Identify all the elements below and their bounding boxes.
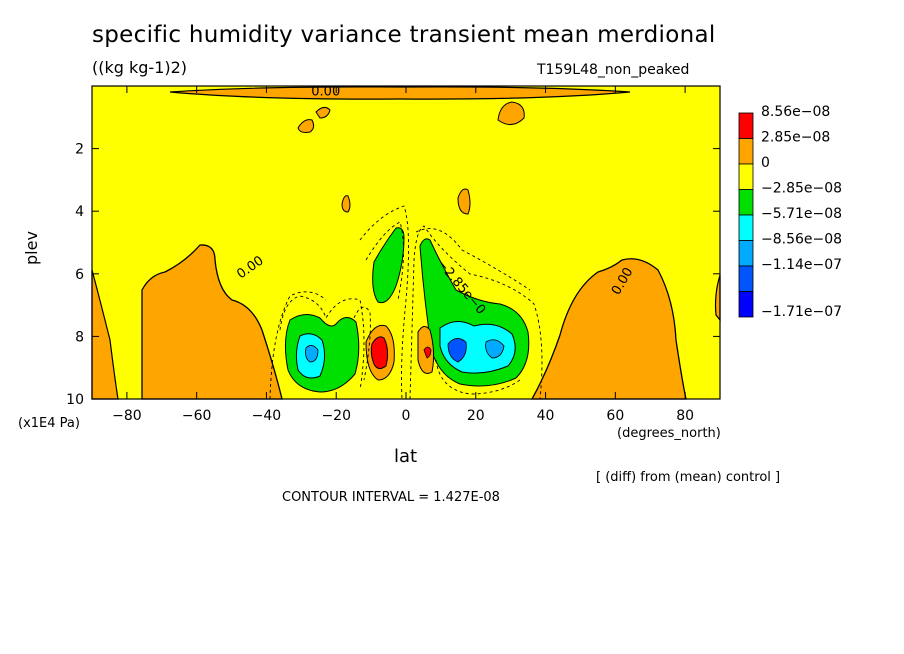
x-tick-label: −40 xyxy=(252,408,282,424)
fill-left-positive xyxy=(141,244,283,400)
x-tick-label: 40 xyxy=(537,408,555,424)
x-axis-ticks: −80 −60 −40 −20 0 20 40 60 80 xyxy=(112,86,694,424)
legend-label: −1.71e−07 xyxy=(761,304,842,320)
legend: 8.56e−08 2.85e−08 0 −2.85e−08 −5.71e−08 −8.56… xyxy=(738,104,842,320)
legend-swatch xyxy=(738,265,754,292)
fill-green-center-left xyxy=(372,227,405,304)
dash-contour-2 xyxy=(269,291,327,400)
legend-label: 2.85e−08 xyxy=(761,130,830,146)
x-tick-label: −80 xyxy=(112,408,142,424)
x-tick-label: 20 xyxy=(467,408,485,424)
y-tick-label: 6 xyxy=(75,267,84,283)
fill-right-edge xyxy=(714,274,721,322)
legend-label: 8.56e−08 xyxy=(761,104,830,120)
legend-swatch xyxy=(738,112,754,139)
x-tick-label: −60 xyxy=(182,408,212,424)
fill-left-edge xyxy=(91,269,119,400)
dash-contour-8 xyxy=(435,359,521,395)
fill-blue-right xyxy=(447,338,467,363)
legend-label: 0 xyxy=(761,155,770,171)
x-tick-label: 60 xyxy=(606,408,624,424)
legend-label: −8.56e−08 xyxy=(761,232,842,248)
fill-top-blob-3 xyxy=(497,101,525,125)
x-tick-label: 0 xyxy=(402,408,411,424)
legend-swatch xyxy=(738,240,754,267)
dash-contour-6 xyxy=(415,228,531,291)
diff-note: [ (diff) from (mean) control ] xyxy=(596,470,781,485)
y-tick-label: 8 xyxy=(75,329,84,345)
contour-interval: CONTOUR INTERVAL = 1.427E-08 xyxy=(282,490,500,505)
legend-label: −1.14e−07 xyxy=(761,257,842,273)
legend-swatch xyxy=(738,214,754,241)
legend-label: −5.71e−08 xyxy=(761,206,842,222)
legend-label: −2.85e−08 xyxy=(761,181,842,197)
legend-swatch xyxy=(738,138,754,165)
y-tick-label: 2 xyxy=(75,142,84,158)
x-axis-label: lat xyxy=(394,446,418,467)
y-axis-units: (x1E4 Pa) xyxy=(18,416,80,431)
fill-blue-left xyxy=(305,345,319,363)
negative-contours xyxy=(269,205,543,400)
y-tick-label: 10 xyxy=(66,392,84,408)
legend-swatch xyxy=(738,189,754,216)
fill-mid-blob-2 xyxy=(457,188,471,215)
legend-swatch xyxy=(738,163,754,190)
fill-top-blob-1 xyxy=(297,119,315,133)
dash-contour-4 xyxy=(365,221,405,301)
dash-contour-5 xyxy=(409,225,543,400)
x-tick-label: 80 xyxy=(676,408,694,424)
chart-title: specific humidity variance transient mea… xyxy=(92,22,716,48)
y-axis-ticks: 2 4 6 8 10 xyxy=(66,142,720,408)
y-tick-label: 4 xyxy=(75,204,84,220)
fill-red-center-left xyxy=(370,336,389,370)
run-label: T159L48_non_peaked xyxy=(537,62,690,78)
fill-top-blob-2 xyxy=(315,106,331,119)
contour-label: 0.00 xyxy=(311,84,340,99)
fill-red-center-right xyxy=(423,346,432,359)
x-tick-label: −20 xyxy=(321,408,351,424)
fill-top-band xyxy=(169,86,631,100)
dash-contour-3 xyxy=(359,205,410,400)
x-axis-units: (degrees_north) xyxy=(617,426,721,441)
contour-fills xyxy=(91,86,721,400)
fill-blue-right-2 xyxy=(485,339,505,359)
fill-mid-blob-1 xyxy=(341,195,351,213)
fill-right-positive xyxy=(530,258,687,400)
legend-swatch xyxy=(738,291,754,318)
chart-units: ((kg kg-1)2) xyxy=(92,58,188,77)
